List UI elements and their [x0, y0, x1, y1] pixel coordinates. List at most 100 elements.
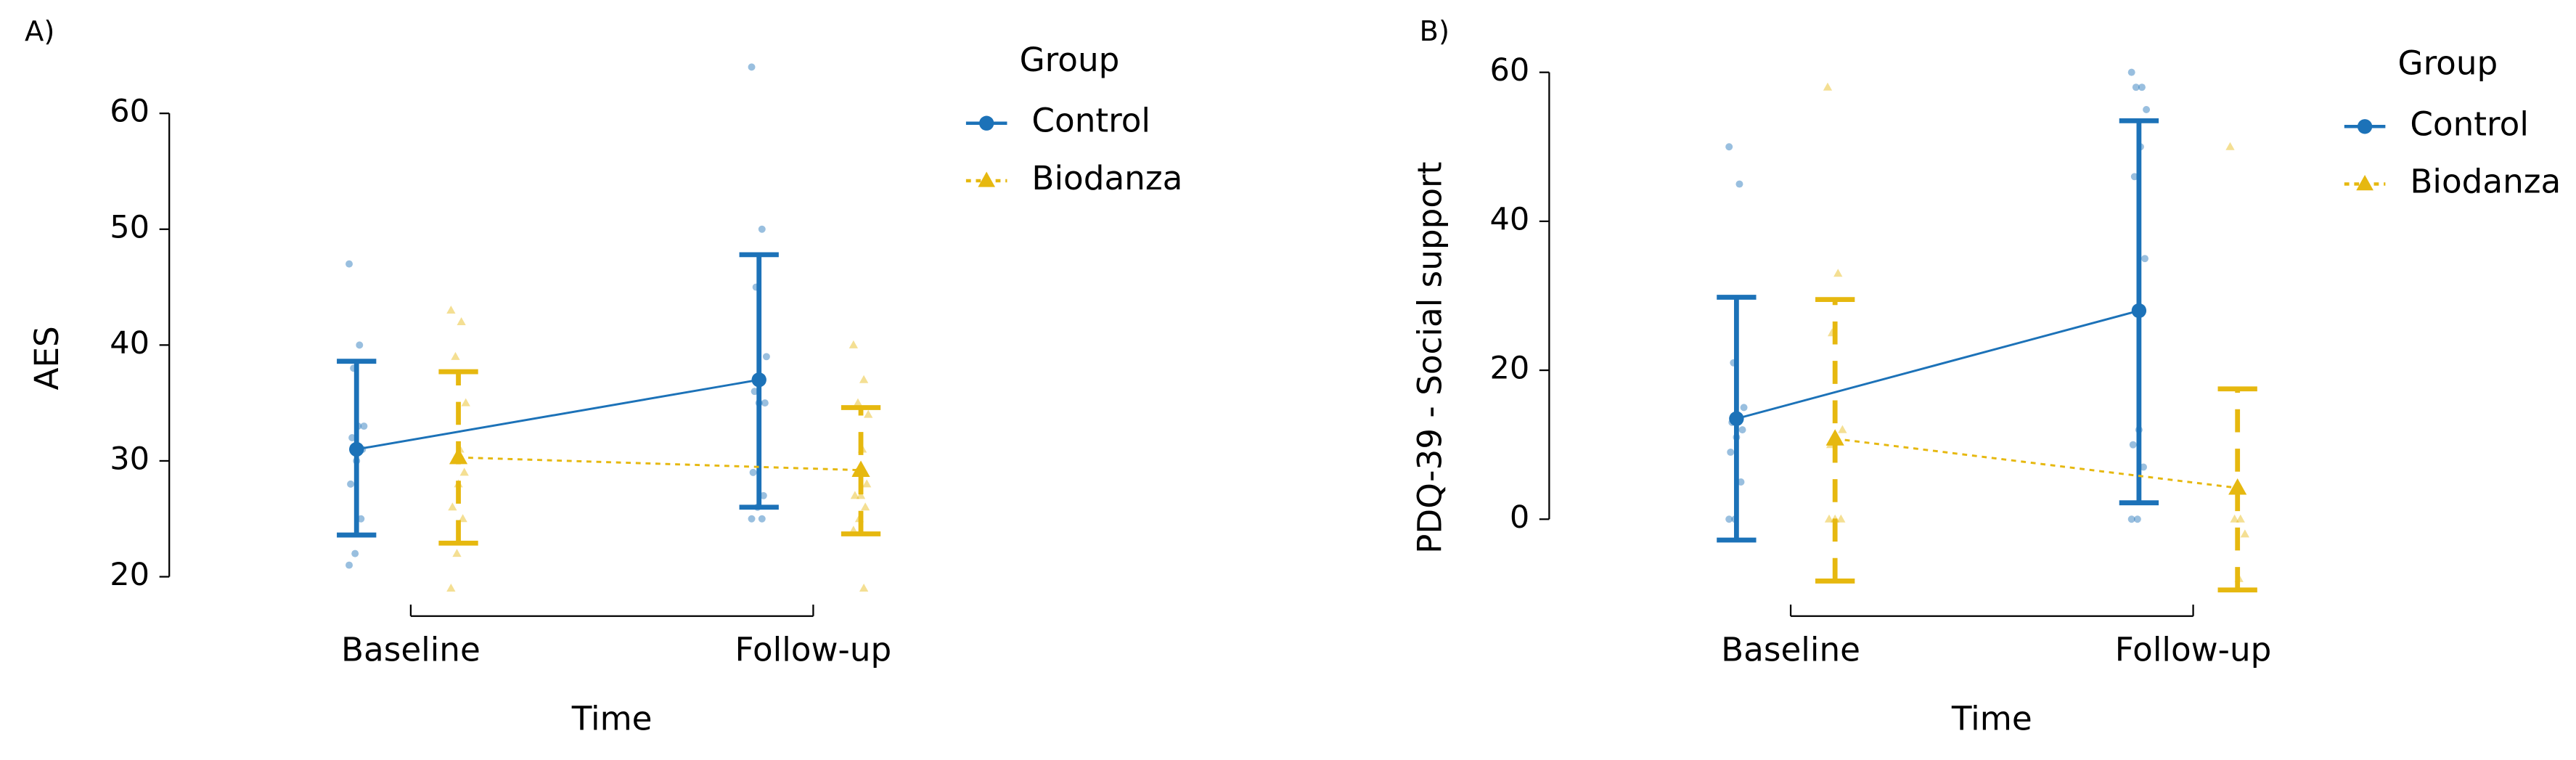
legend-marker: [2356, 175, 2373, 191]
raw-point: [748, 63, 756, 71]
legend-label: Biodanza: [2410, 162, 2561, 200]
raw-point: [2230, 514, 2239, 523]
raw-point: [446, 306, 456, 314]
raw-point: [2240, 529, 2250, 538]
y-axis-label: PDQ-39 - Social support: [1411, 162, 1449, 554]
y-tick-label: 40: [110, 325, 150, 361]
raw-point: [345, 561, 353, 569]
raw-point: [2127, 515, 2135, 523]
raw-point: [360, 422, 368, 430]
legend-title: Group: [1020, 41, 1120, 79]
raw-point: [347, 480, 355, 488]
legend-label: Control: [1031, 102, 1150, 140]
panel-title: A): [25, 15, 54, 48]
raw-point: [345, 260, 353, 268]
y-tick-label: 60: [1489, 52, 1529, 89]
raw-point: [1836, 514, 1846, 523]
raw-point: [862, 479, 872, 488]
raw-point: [758, 515, 766, 523]
raw-point: [859, 584, 869, 592]
x-tick-label: Follow-up: [735, 631, 892, 669]
panel-title: B): [1420, 15, 1449, 48]
raw-point: [864, 409, 873, 418]
y-tick-label: 60: [110, 94, 150, 130]
raw-point: [356, 341, 364, 349]
x-axis-label: Time: [571, 700, 653, 738]
raw-point: [749, 468, 757, 476]
x-tick-label: Baseline: [341, 631, 481, 669]
series-line: [1834, 438, 2238, 489]
raw-point: [2129, 441, 2137, 449]
raw-point: [850, 491, 860, 499]
legend-marker: [978, 171, 996, 187]
raw-point: [1740, 404, 1748, 412]
raw-point: [2225, 142, 2235, 150]
raw-point: [853, 398, 863, 406]
mean-point: [2131, 303, 2147, 319]
raw-point: [1727, 448, 1735, 456]
mean-point: [349, 441, 364, 457]
raw-point: [2138, 83, 2146, 91]
raw-point: [1738, 426, 1746, 434]
raw-point: [856, 491, 866, 499]
raw-point: [2141, 255, 2149, 263]
legend-marker: [979, 115, 994, 131]
mean-point: [851, 460, 870, 477]
raw-point: [1737, 478, 1745, 486]
raw-point: [452, 549, 462, 557]
raw-point: [1735, 180, 1743, 188]
raw-point: [357, 515, 365, 523]
mean-point: [1825, 429, 1844, 446]
legend-label: Biodanza: [1031, 159, 1182, 197]
raw-point: [458, 514, 467, 523]
mean-point: [751, 372, 766, 388]
raw-point: [751, 388, 759, 396]
raw-point: [1725, 515, 1733, 523]
y-tick-label: 0: [1510, 499, 1529, 536]
y-tick-label: 30: [110, 441, 150, 477]
raw-point: [1824, 514, 1834, 523]
raw-point: [859, 375, 869, 383]
raw-point: [1725, 143, 1733, 151]
raw-point: [849, 340, 859, 348]
series-line: [356, 378, 759, 451]
raw-point: [2140, 463, 2147, 471]
y-tick-label: 20: [110, 557, 150, 593]
raw-point: [459, 467, 469, 476]
series-line: [1735, 309, 2140, 420]
raw-point: [2143, 105, 2151, 113]
mean-point: [449, 447, 468, 465]
series-line: [458, 456, 862, 472]
raw-point: [762, 353, 770, 361]
raw-point: [1833, 269, 1843, 277]
legend-title: Group: [2398, 44, 2498, 83]
raw-point: [759, 491, 767, 499]
raw-point: [451, 351, 460, 360]
raw-point: [1838, 425, 1847, 433]
raw-point: [2133, 515, 2141, 523]
raw-point: [446, 584, 456, 592]
raw-point: [351, 549, 359, 557]
y-axis-label: AES: [28, 326, 66, 390]
legend-marker: [2357, 119, 2373, 134]
raw-point: [2127, 68, 2135, 76]
raw-point: [2236, 514, 2245, 523]
mean-point: [1729, 411, 1744, 426]
raw-point: [2132, 83, 2140, 91]
raw-point: [1823, 82, 1833, 91]
raw-point: [758, 225, 766, 233]
mean-point: [2228, 478, 2247, 495]
raw-point: [461, 398, 470, 406]
x-tick-label: Baseline: [1721, 631, 1860, 669]
raw-point: [861, 502, 870, 511]
y-tick-label: 20: [1489, 351, 1529, 387]
raw-point: [748, 515, 756, 523]
raw-point: [457, 316, 466, 325]
raw-point: [448, 502, 457, 511]
y-tick-label: 40: [1489, 201, 1529, 237]
raw-point: [348, 434, 356, 441]
y-tick-label: 50: [110, 209, 150, 245]
raw-point: [2130, 173, 2138, 181]
x-axis-label: Time: [1951, 700, 2032, 738]
